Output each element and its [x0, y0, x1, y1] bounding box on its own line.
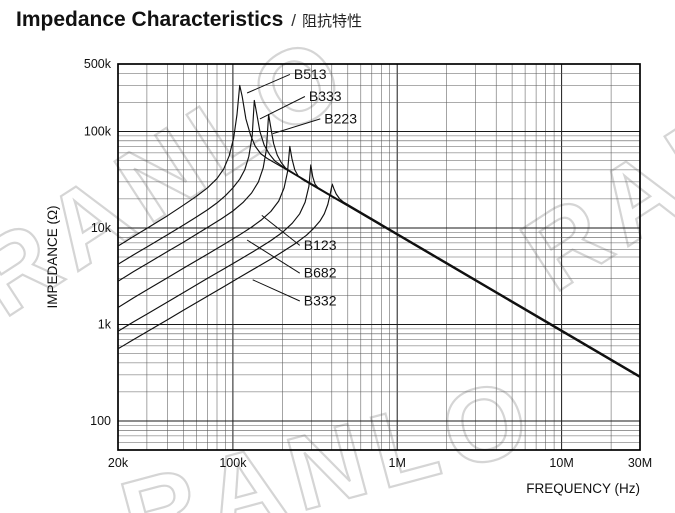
x-tick-label: 20k: [108, 456, 129, 470]
leader-line-B513: [246, 73, 291, 94]
leader-line-B333: [259, 96, 306, 120]
grid: [118, 64, 640, 450]
series-label-B513: B513: [294, 66, 327, 82]
y-tick-label: 100k: [84, 125, 112, 139]
leader-line-B332: [252, 279, 301, 302]
curve-B332: [118, 183, 640, 377]
leader-line-B223: [272, 118, 321, 135]
curve-B123: [118, 145, 640, 379]
series-label-B333: B333: [309, 88, 342, 104]
y-tick-label: 10k: [91, 221, 112, 235]
y-tick-label: 1k: [98, 318, 112, 332]
series-label-B682: B682: [304, 265, 337, 281]
leader-line-B682: [246, 239, 301, 274]
x-tick-label: 100k: [219, 456, 247, 470]
curve-B682: [118, 164, 640, 378]
plot-border: [117, 63, 641, 451]
y-tick-label: 100: [90, 414, 111, 428]
series-label-B332: B332: [304, 293, 337, 309]
x-tick-label: 10M: [549, 456, 573, 470]
x-tick-label: 30M: [628, 456, 652, 470]
x-axis-title: FREQUENCY (Hz): [526, 481, 640, 496]
curve-B223: [118, 113, 640, 378]
page-title: Impedance Characteristics / 阻抗特性: [16, 8, 362, 32]
x-tick-label: 1M: [389, 456, 406, 470]
title-english: Impedance Characteristics: [16, 8, 284, 31]
series-group: [118, 84, 640, 379]
title-separator: /: [291, 11, 297, 30]
series-label-B223: B223: [324, 110, 357, 126]
y-axis-title: IMPEDANCE (Ω): [45, 205, 60, 308]
title-chinese: 阻抗特性: [302, 13, 363, 30]
series-label-B123: B123: [304, 237, 337, 253]
annotations: B513 B333 B223 B123 B682 B332: [246, 66, 357, 309]
leader-line-B123: [261, 215, 301, 246]
y-tick-label: 500k: [84, 57, 112, 71]
